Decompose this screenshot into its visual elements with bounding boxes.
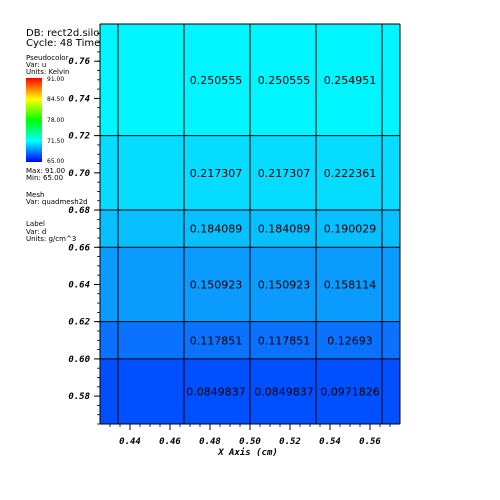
legend-tick-1: 91.00: [47, 76, 65, 83]
mesh-var: Var: quadmesh2d: [26, 198, 88, 206]
pseudocolor-title: Pseudocolor: [26, 54, 69, 62]
color-legend-bar: [26, 78, 42, 162]
y-tick-label: 0.74: [68, 94, 90, 104]
x-tick-label: 0.56: [359, 437, 381, 447]
cell-label: 0.250555: [190, 74, 243, 87]
cell-label: 0.190029: [324, 223, 377, 236]
label-plot-title: Label: [26, 220, 45, 228]
cell-label: 0.254951: [324, 74, 377, 87]
label-plot-units: Units: g/cm^3: [26, 235, 77, 243]
y-tick-label: 0.72: [68, 132, 90, 142]
x-tick-label: 0.52: [279, 437, 301, 447]
cell-label: 0.217307: [190, 167, 243, 180]
cell-label: 0.150923: [258, 278, 311, 291]
x-tick-label: 0.46: [159, 437, 181, 447]
mesh-title: Mesh: [26, 191, 45, 199]
cell-label: 0.184089: [258, 223, 311, 236]
cell-label: 0.12693: [327, 334, 373, 347]
axes: 0.44 0.46 0.48 0.50 0.52 0.54 0.56 0.58 0.60 0.62…: [68, 24, 400, 447]
legend-tick-3: 78.00: [47, 117, 65, 124]
header-db: DB: rect2d.silo: [26, 28, 100, 39]
y-tick-label: 0.64: [68, 280, 90, 290]
label-plot-var: Var: d: [26, 228, 47, 236]
cell-label: 0.250555: [258, 74, 311, 87]
cell-label: 0.0849837: [254, 385, 314, 398]
y-tick-label: 0.60: [68, 355, 90, 365]
cell-label: 0.158114: [324, 278, 377, 291]
cell-label: 0.0849837: [186, 385, 246, 398]
cell-label: 0.184089: [190, 223, 243, 236]
pseudocolor-units: Units: Kelvin: [26, 68, 70, 76]
legend-max: Max: 91.00: [26, 167, 66, 175]
cell-label: 0.117851: [258, 334, 311, 347]
x-tick-label: 0.50: [239, 437, 261, 447]
header-cycle: Cycle: 48 Time:4.8: [26, 38, 120, 49]
x-tick-label: 0.44: [119, 437, 141, 447]
cell-label: 0.217307: [258, 167, 311, 180]
legend-min: Min: 65.00: [26, 174, 64, 182]
y-tick-label: 0.68: [68, 206, 90, 216]
cell-label: 0.150923: [190, 278, 243, 291]
cell-label: 0.222361: [324, 167, 377, 180]
legend-tick-2: 84.50: [47, 96, 65, 103]
x-tick-label: 0.48: [199, 437, 221, 447]
y-tick-label: 0.70: [68, 169, 90, 179]
y-tick-label: 0.66: [68, 243, 90, 253]
pseudocolor-var: Var: u: [26, 61, 47, 69]
y-tick-label: 0.58: [68, 392, 90, 402]
y-tick-label: 0.76: [68, 57, 90, 67]
y-tick-label: 0.62: [68, 318, 90, 328]
cell-label: 0.117851: [190, 334, 243, 347]
cell-labels: 0.0849837 0.0849837 0.0971826 0.117851 0.117…: [186, 74, 380, 399]
legend-tick-5: 65.00: [47, 158, 65, 165]
x-axis-label: X Axis (cm): [217, 447, 278, 458]
x-tick-label: 0.54: [319, 437, 341, 447]
legend-tick-4: 71.50: [47, 138, 65, 145]
cell-label: 0.0971826: [320, 385, 380, 398]
